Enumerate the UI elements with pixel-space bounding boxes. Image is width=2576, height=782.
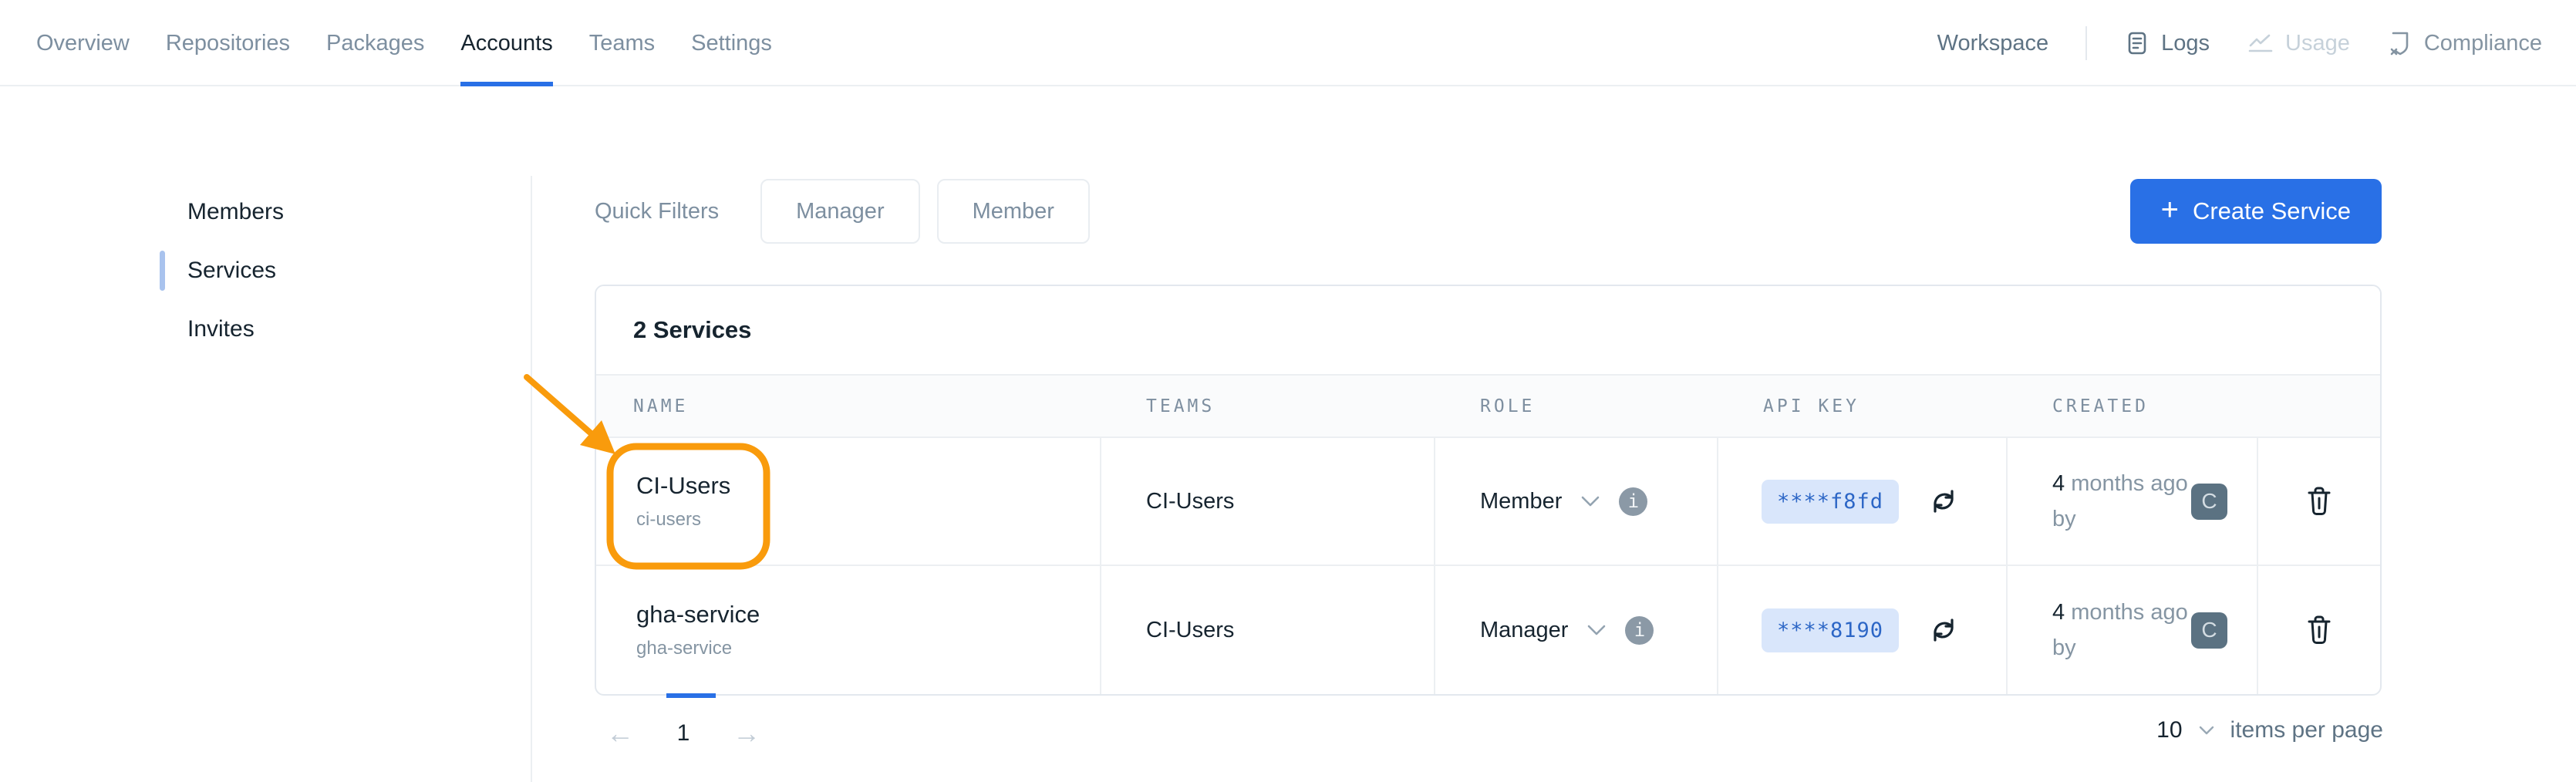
quick-filters-label: Quick Filters <box>595 198 720 224</box>
topbar-right: Workspace Logs Usage <box>1937 0 2542 86</box>
filter-manager-button[interactable]: Manager <box>760 179 920 244</box>
service-role-cell: Manager i <box>1435 566 1718 694</box>
pagination: ← 1 → <box>606 717 760 750</box>
nav-overview[interactable]: Overview <box>36 30 130 56</box>
service-name-cell[interactable]: gha-service gha-service <box>596 566 1101 694</box>
service-api-key-cell: ****8190 <box>1718 566 2008 694</box>
nav-settings[interactable]: Settings <box>691 30 772 56</box>
sidebar: Members Services Invites <box>159 199 285 342</box>
service-slug: gha-service <box>636 638 733 659</box>
role-value: Member <box>1480 488 1563 514</box>
service-slug: ci-users <box>636 509 702 530</box>
nav-teams[interactable]: Teams <box>588 30 656 56</box>
role-value: Manager <box>1480 617 1569 642</box>
service-name-cell[interactable]: CI-Users ci-users <box>596 438 1101 565</box>
nav-accounts[interactable]: Accounts <box>460 0 554 86</box>
api-key-value: ****f8fd <box>1762 479 1900 524</box>
services-count-title: 2 Services <box>633 316 752 343</box>
sidebar-divider <box>531 176 532 782</box>
role-dropdown[interactable] <box>1580 495 1600 507</box>
compliance-shield-icon <box>2387 29 2413 57</box>
column-header-api-key: API KEY <box>1763 396 1860 416</box>
sidebar-item-members[interactable]: Members <box>187 199 285 224</box>
logs-link[interactable]: Logs <box>2124 30 2210 56</box>
service-name: CI-Users <box>636 472 731 499</box>
regenerate-key-icon[interactable] <box>1927 613 1961 647</box>
items-per-page: 10 items per page <box>2156 717 2383 743</box>
table-row: gha-service gha-service CI-Users Manager… <box>596 566 2380 694</box>
create-service-button[interactable]: + Create Service <box>2129 179 2382 244</box>
next-page-arrow-icon[interactable]: → <box>733 717 760 749</box>
usage-link[interactable]: Usage <box>2247 30 2350 56</box>
table-header-row: NAME TEAMS ROLE API KEY CREATED <box>596 376 2380 438</box>
column-header-role: ROLE <box>1480 396 1536 416</box>
column-header-created: CREATED <box>2052 396 2149 416</box>
delete-service-icon[interactable] <box>2303 484 2335 518</box>
role-dropdown[interactable] <box>1586 624 1607 636</box>
quick-filters: Quick Filters Manager Member <box>595 179 1107 244</box>
role-info-icon[interactable]: i <box>1625 615 1654 645</box>
role-info-icon[interactable]: i <box>1619 487 1648 516</box>
service-api-key-cell: ****f8fd <box>1718 438 2008 565</box>
created-ago: 4 <box>2052 471 2065 496</box>
usage-chart-icon <box>2247 30 2274 56</box>
filter-member-button[interactable]: Member <box>936 179 1090 244</box>
service-teams-cell: CI-Users <box>1101 438 1435 565</box>
services-card: 2 Services NAME TEAMS ROLE API KEY CREAT… <box>595 285 2382 696</box>
workspace-label: Workspace <box>1937 30 2049 56</box>
table-row: CI-Users ci-users CI-Users Member i ****… <box>596 438 2380 566</box>
column-header-teams: TEAMS <box>1146 396 1216 416</box>
service-teams-cell: CI-Users <box>1101 566 1435 694</box>
compliance-link[interactable]: Compliance <box>2387 29 2542 57</box>
created-by-label: by <box>2052 635 2076 660</box>
plus-icon: + <box>2160 193 2179 227</box>
main-nav: Overview Repositories Packages Accounts … <box>36 0 772 86</box>
nav-repositories[interactable]: Repositories <box>165 30 291 56</box>
service-created-cell: 4 months ago by C <box>2008 566 2258 694</box>
delete-service-icon[interactable] <box>2303 613 2335 647</box>
items-per-page-dropdown-icon[interactable] <box>2198 725 2215 736</box>
topbar-divider <box>2085 26 2088 60</box>
service-name: gha-service <box>636 601 760 628</box>
nav-packages[interactable]: Packages <box>326 30 425 56</box>
items-per-page-value[interactable]: 10 <box>2156 717 2183 743</box>
prev-page-arrow-icon[interactable]: ← <box>606 717 634 749</box>
regenerate-key-icon[interactable] <box>1927 484 1961 518</box>
active-page-indicator <box>666 693 716 698</box>
column-header-name: NAME <box>633 396 689 416</box>
service-created-cell: 4 months ago by C <box>2008 438 2258 565</box>
annotation-arrow <box>524 374 598 440</box>
sidebar-item-invites[interactable]: Invites <box>187 316 255 342</box>
topbar: Overview Repositories Packages Accounts … <box>0 0 2576 86</box>
avatar: C <box>2191 483 2227 520</box>
service-actions-cell <box>2258 566 2380 694</box>
service-actions-cell <box>2258 438 2380 565</box>
created-ago: 4 <box>2052 600 2065 625</box>
services-card-header: 2 Services <box>596 286 2380 376</box>
created-by-label: by <box>2052 507 2076 531</box>
api-key-value: ****8190 <box>1762 608 1900 652</box>
sidebar-item-services[interactable]: Services <box>159 251 284 291</box>
logs-icon <box>2124 30 2150 56</box>
page-number[interactable]: 1 <box>676 720 690 746</box>
service-role-cell: Member i <box>1435 438 1718 565</box>
items-per-page-label: items per page <box>2230 717 2383 743</box>
avatar: C <box>2191 612 2227 649</box>
